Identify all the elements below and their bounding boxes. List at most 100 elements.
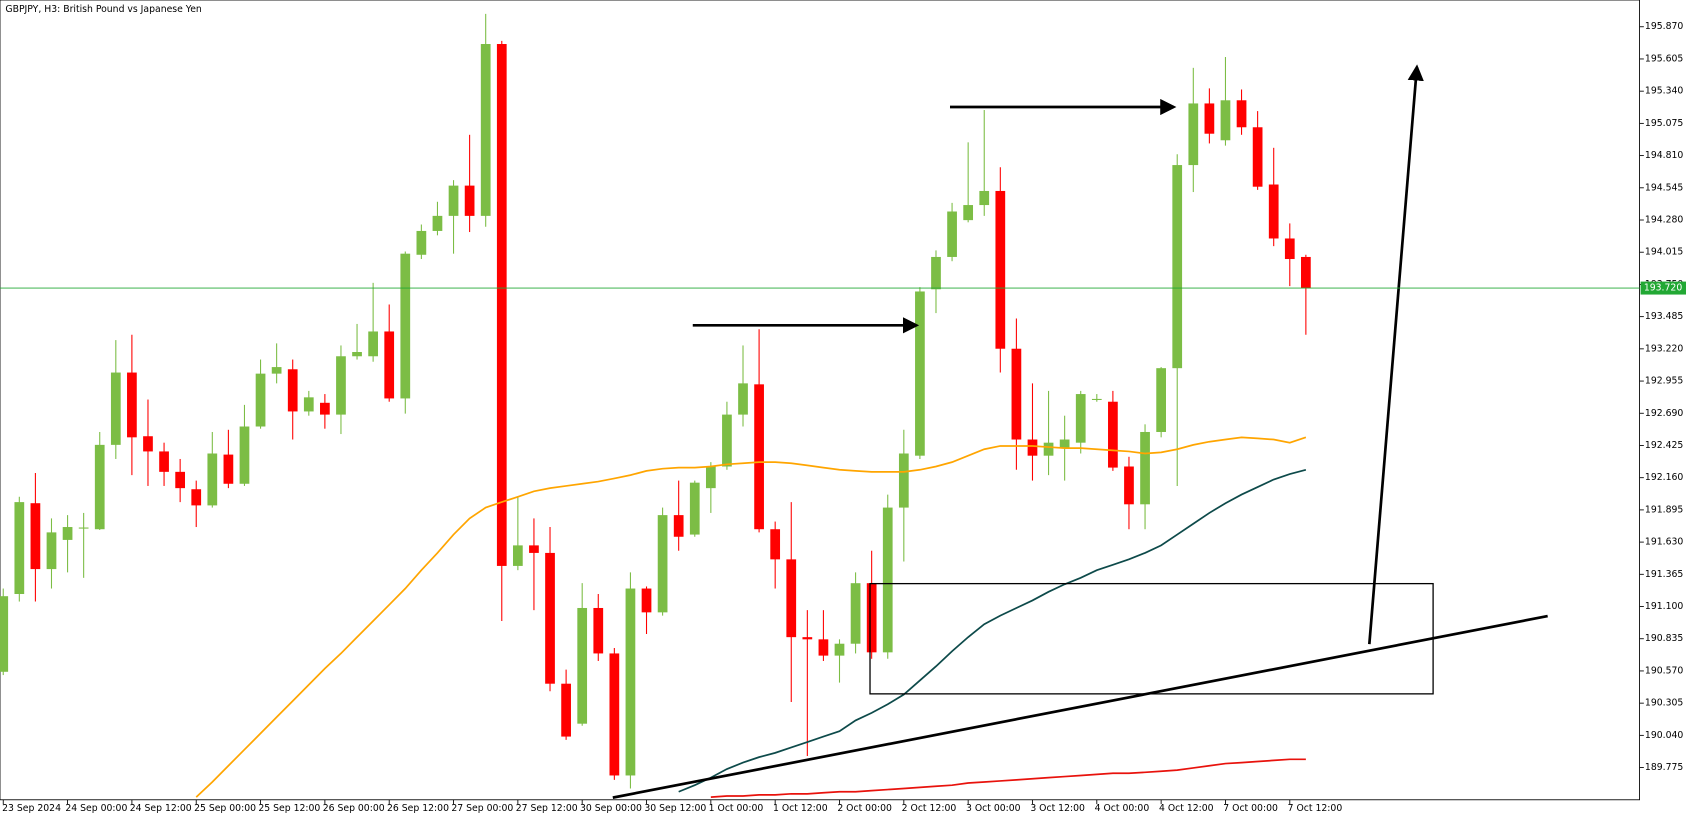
y-tick-label: 189.775 bbox=[1645, 762, 1683, 773]
candle-body bbox=[545, 552, 555, 684]
x-tick-label: 25 Sep 12:00 bbox=[258, 803, 320, 814]
x-tick-label: 24 Sep 12:00 bbox=[130, 803, 192, 814]
y-tick-label: 194.545 bbox=[1645, 182, 1683, 193]
y-tick-label: 194.015 bbox=[1645, 247, 1683, 258]
x-tick-label: 7 Oct 12:00 bbox=[1288, 803, 1343, 814]
x-tick-label: 3 Oct 00:00 bbox=[966, 803, 1021, 814]
candle-body bbox=[46, 532, 57, 570]
candle-body bbox=[625, 588, 636, 776]
candle-body bbox=[1172, 165, 1183, 369]
candle-body bbox=[1268, 184, 1279, 239]
annotations bbox=[612, 64, 1548, 799]
candle-body bbox=[384, 331, 395, 399]
candle-body bbox=[689, 482, 700, 535]
moving-average bbox=[678, 468, 1307, 793]
candle-body bbox=[1236, 100, 1247, 128]
last-price-label: 193.720 bbox=[1644, 283, 1682, 294]
candle-body bbox=[368, 331, 378, 357]
candle-body bbox=[0, 596, 9, 672]
candle-body bbox=[818, 639, 829, 656]
candle-body bbox=[448, 185, 459, 216]
x-tick-label: 24 Sep 00:00 bbox=[65, 803, 127, 814]
candle-body bbox=[1124, 466, 1134, 505]
candle-body bbox=[207, 453, 218, 506]
candle-body bbox=[1204, 103, 1215, 134]
candle-body bbox=[94, 444, 105, 530]
candle-body bbox=[529, 545, 539, 553]
x-tick-label: 27 Sep 12:00 bbox=[516, 803, 578, 814]
candle-body bbox=[1011, 348, 1022, 440]
candle-body bbox=[1156, 368, 1166, 432]
candle-body bbox=[786, 559, 797, 638]
candle-body bbox=[995, 190, 1006, 349]
candle-body bbox=[705, 466, 716, 489]
y-tick-label: 195.605 bbox=[1645, 53, 1683, 64]
candle-body bbox=[641, 588, 652, 613]
y-tick-label: 192.955 bbox=[1645, 376, 1683, 387]
candle-body bbox=[512, 545, 523, 566]
y-tick-label: 195.075 bbox=[1645, 118, 1683, 129]
x-tick-label: 23 Sep 2024 bbox=[2, 803, 61, 814]
y-tick-label: 192.425 bbox=[1645, 440, 1683, 451]
y-tick-label: 195.340 bbox=[1645, 86, 1683, 97]
arrow bbox=[1367, 64, 1424, 645]
y-tick-label: 194.280 bbox=[1645, 215, 1683, 226]
candle-body bbox=[657, 515, 668, 613]
candle-body bbox=[915, 291, 925, 456]
x-tick-label: 1 Oct 12:00 bbox=[773, 803, 828, 814]
candle-body bbox=[336, 356, 346, 415]
candle-body bbox=[127, 372, 137, 438]
x-tick-label: 25 Sep 00:00 bbox=[194, 803, 256, 814]
y-tick-label: 191.630 bbox=[1645, 537, 1683, 548]
candle-body bbox=[850, 583, 861, 644]
candle-body bbox=[352, 352, 362, 357]
candle-body bbox=[577, 607, 588, 724]
candle-body bbox=[834, 643, 845, 656]
candle-body bbox=[303, 397, 314, 412]
x-tick-label: 4 Oct 00:00 bbox=[1095, 803, 1150, 814]
y-tick-label: 190.835 bbox=[1645, 633, 1683, 644]
candle-body bbox=[78, 527, 89, 529]
y-tick-label: 190.040 bbox=[1645, 730, 1683, 741]
x-tick-label: 1 Oct 00:00 bbox=[709, 803, 764, 814]
x-tick-label: 26 Sep 12:00 bbox=[387, 803, 449, 814]
candle-body bbox=[1043, 442, 1054, 456]
candle-body bbox=[159, 451, 169, 472]
candle-body bbox=[1220, 100, 1231, 141]
candle-body bbox=[609, 653, 620, 776]
x-tick-label: 30 Sep 00:00 bbox=[580, 803, 642, 814]
candle-body bbox=[175, 471, 186, 489]
candle-body bbox=[1075, 394, 1086, 443]
last-price-badge bbox=[1640, 281, 1686, 295]
candle-body bbox=[882, 507, 893, 653]
candle-body bbox=[593, 607, 604, 654]
x-tick-label: 26 Sep 00:00 bbox=[323, 803, 385, 814]
candle-body bbox=[496, 44, 507, 566]
candle-body bbox=[770, 529, 781, 560]
chart-title: GBPJPY, H3: British Pound vs Japanese Ye… bbox=[5, 4, 202, 15]
plot-frame bbox=[0, 0, 1640, 801]
candle-body bbox=[480, 44, 491, 216]
y-tick-label: 190.305 bbox=[1645, 698, 1683, 709]
y-tick-label: 190.570 bbox=[1645, 665, 1683, 676]
candle-body bbox=[931, 256, 941, 290]
candle-body bbox=[802, 637, 813, 640]
candle-body bbox=[1091, 398, 1102, 401]
candle-body bbox=[561, 683, 571, 737]
candle-body bbox=[464, 185, 475, 216]
x-tick-label: 7 Oct 00:00 bbox=[1223, 803, 1278, 814]
moving-average bbox=[195, 436, 1307, 798]
candle-body bbox=[947, 211, 957, 257]
candle-body bbox=[1027, 439, 1038, 456]
candle-body bbox=[673, 515, 684, 537]
candle-body bbox=[239, 426, 250, 484]
x-tick-label: 30 Sep 12:00 bbox=[644, 803, 706, 814]
candle-body bbox=[416, 230, 427, 255]
candle-body bbox=[30, 503, 41, 570]
y-tick-label: 191.100 bbox=[1645, 601, 1683, 612]
moving-average bbox=[710, 758, 1306, 798]
x-tick-label: 4 Oct 12:00 bbox=[1159, 803, 1214, 814]
candle-body bbox=[979, 190, 990, 206]
